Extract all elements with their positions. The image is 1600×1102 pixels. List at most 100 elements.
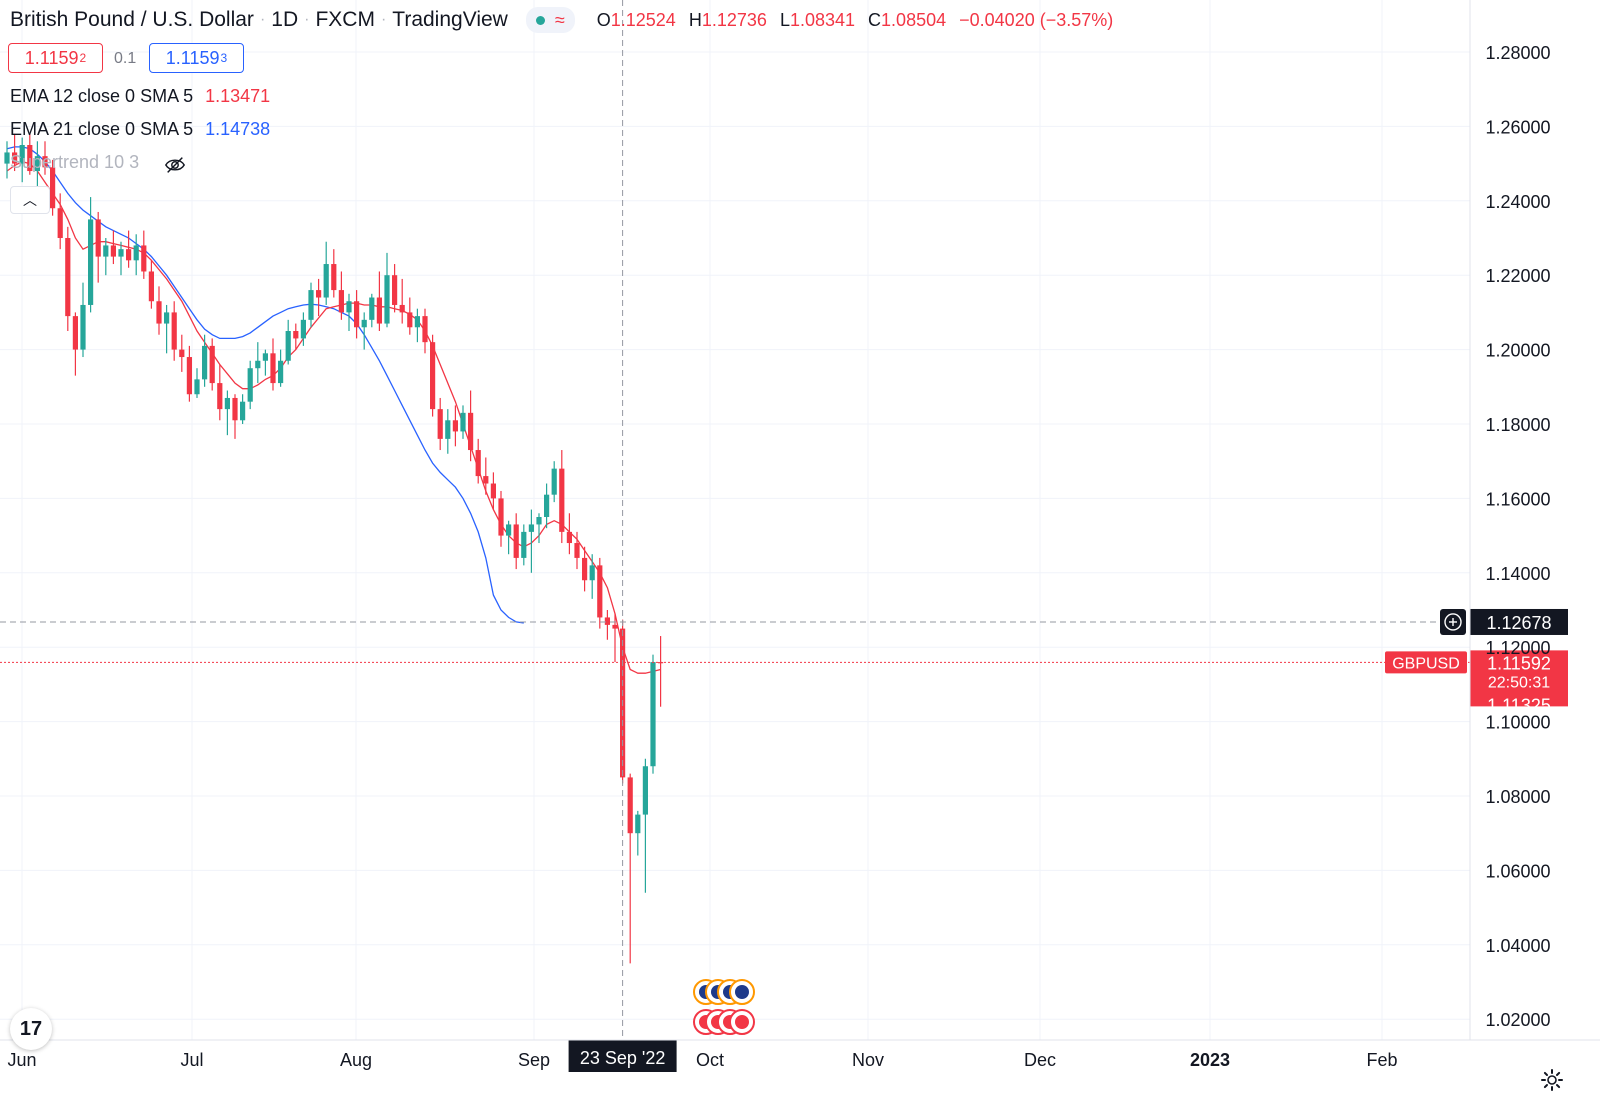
open-key: O — [596, 9, 611, 30]
candle — [597, 557, 603, 629]
candle — [658, 636, 664, 707]
candle — [300, 312, 306, 346]
candle-body — [110, 245, 116, 257]
separator-dot: · — [259, 11, 266, 28]
candle — [247, 360, 253, 410]
candle — [224, 390, 230, 436]
candle-body — [133, 245, 139, 261]
candle — [65, 226, 71, 331]
market-status-pill[interactable]: ≈ — [525, 7, 575, 33]
candle-body — [34, 156, 40, 172]
candle — [186, 345, 192, 402]
candle — [392, 264, 398, 313]
candle-body — [642, 766, 648, 815]
candle-body — [4, 152, 10, 164]
candle-body — [323, 264, 329, 298]
indicator-ema-12[interactable]: EMA 12 close 0 SMA 5 1.13471 — [10, 86, 270, 107]
candle-body — [369, 297, 375, 320]
symbol-name[interactable]: British Pound / U.S. Dollar — [10, 8, 254, 31]
settings-gear-icon[interactable] — [1540, 1068, 1564, 1092]
y-axis-tick-label: 1.02000 — [1485, 1010, 1550, 1030]
y-axis-tick-label: 1.18000 — [1485, 415, 1550, 435]
candle — [72, 312, 78, 376]
candle-body — [422, 316, 428, 343]
candle — [171, 301, 177, 361]
candle — [4, 141, 10, 179]
open-value: 1.12524 — [610, 9, 676, 30]
interval-label[interactable]: 1D — [271, 8, 299, 31]
candle — [642, 758, 648, 893]
candle-body — [536, 517, 542, 525]
candle — [566, 513, 572, 555]
y-axis-tick-label: 1.20000 — [1485, 341, 1550, 361]
sell-button[interactable]: 1.1159 2 — [8, 43, 103, 73]
candle-body — [430, 342, 436, 410]
candle-body — [589, 565, 595, 581]
candle-body — [468, 412, 474, 451]
candle — [414, 308, 420, 343]
candle-body — [293, 331, 299, 339]
indicator-ema-21[interactable]: EMA 21 close 0 SMA 5 1.14738 — [10, 119, 270, 140]
buy-button[interactable]: 1.1159 3 — [149, 43, 244, 73]
candle-body — [240, 401, 246, 421]
candle-body — [627, 777, 633, 834]
candle-body — [452, 420, 458, 432]
candle — [354, 290, 360, 339]
bid-pip: 2 — [79, 51, 87, 65]
x-axis-tick-label: 2023 — [1190, 1050, 1230, 1070]
candle — [361, 312, 367, 350]
y-axis-tick-label: 1.16000 — [1485, 489, 1550, 509]
candle-body — [498, 498, 504, 536]
y-axis-tick-label: 1.28000 — [1485, 43, 1550, 63]
ema-12-path — [6, 161, 661, 674]
candle — [506, 520, 512, 555]
candle-body — [483, 476, 489, 484]
candle — [544, 483, 550, 529]
candle — [141, 230, 147, 279]
candle — [574, 531, 580, 570]
candle — [536, 513, 542, 544]
low-key: L — [779, 9, 790, 30]
candle — [635, 810, 641, 856]
indicator-supertrend[interactable]: Supertrend 10 3 — [10, 152, 139, 173]
candle-body — [19, 145, 25, 164]
candle — [475, 438, 481, 484]
candle-body — [331, 264, 337, 291]
candle-body — [209, 345, 215, 384]
hidden-eye-icon[interactable] — [164, 154, 186, 176]
source-label: TradingView — [392, 8, 508, 31]
candle — [422, 308, 428, 354]
collapse-legend-button[interactable]: ︿ — [10, 186, 50, 214]
candle — [27, 133, 33, 175]
candle — [232, 394, 238, 439]
candle-body — [376, 297, 382, 324]
candle — [126, 230, 132, 268]
x-axis-tick-label: Sep — [518, 1050, 550, 1070]
crosshair-date-label: 23 Sep '22 — [580, 1048, 666, 1068]
uk-flag-center — [735, 985, 749, 999]
candle — [589, 554, 595, 599]
y-axis-tick-label: 1.26000 — [1485, 117, 1550, 137]
candle — [50, 159, 56, 216]
candle-body — [42, 156, 48, 168]
candle-body — [582, 557, 588, 581]
candle — [285, 319, 291, 365]
high-value: 1.12736 — [701, 9, 767, 30]
candle — [133, 234, 139, 276]
plus-circle-icon — [1444, 613, 1462, 631]
candle — [346, 293, 352, 331]
tradingview-logo-icon[interactable]: 17 — [10, 1008, 52, 1050]
x-axis-tick-label: Oct — [696, 1050, 724, 1070]
candle-body — [414, 316, 420, 328]
candle — [650, 654, 656, 774]
candle — [308, 282, 314, 328]
separator-dot: · — [380, 11, 387, 28]
indicator-label: EMA 21 close 0 SMA 5 — [10, 119, 194, 139]
close-value: 1.08504 — [881, 9, 947, 30]
candle-body — [392, 275, 398, 305]
x-axis-tick-label: Dec — [1024, 1050, 1056, 1070]
candle — [179, 334, 185, 372]
candle-body — [217, 383, 223, 410]
crosshair-price-label: 1.12678 — [1486, 613, 1551, 633]
